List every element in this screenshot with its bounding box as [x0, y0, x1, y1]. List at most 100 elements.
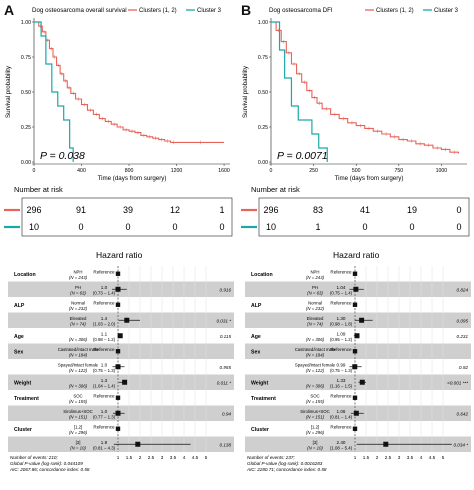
- risk-count: 10: [266, 222, 276, 232]
- forest-axis-tick-label: 4.5: [192, 455, 199, 460]
- forest-axis-tick-label: 3.5: [407, 455, 414, 460]
- forest-hr: Reference: [93, 300, 115, 305]
- forest-n: (N = 74): [307, 321, 323, 326]
- forest-level: PH: [312, 285, 318, 290]
- forest-hr-marker: [353, 410, 359, 416]
- forest-variable: Cluster: [251, 427, 269, 433]
- forest-level: Spayed/intact female: [58, 362, 99, 367]
- forest-pvalue: 0.231: [457, 334, 469, 339]
- forest-hr-marker: [383, 441, 389, 447]
- forest-hr: 1.0: [101, 362, 108, 367]
- forest-axis-tick-label: 3: [398, 455, 401, 460]
- forest-axis-tick-label: 2.5: [148, 455, 155, 460]
- forest-hr: 1.0: [101, 285, 108, 290]
- km-x-label: Time (days from surgery): [335, 175, 404, 182]
- km-y-tick-label: 0.50: [258, 90, 268, 96]
- forest-ci: (1.16 − 1.5): [330, 383, 353, 388]
- forest-n: (N = 155): [69, 399, 88, 404]
- forest-reference-marker: [115, 302, 121, 307]
- forest-level: SOC: [73, 393, 82, 398]
- forest-n: (N = 184): [69, 352, 88, 357]
- forest-pvalue: 0.642: [457, 411, 469, 416]
- forest-level: Normal: [308, 300, 322, 305]
- risk-count: 91: [76, 205, 86, 215]
- forest-ci: (0.73 − 1.4): [93, 290, 116, 295]
- km-x-tick-label: 750: [394, 168, 403, 174]
- risk-title: Number at risk: [251, 185, 300, 194]
- forest-axis-tick-label: 2: [139, 455, 142, 460]
- km-y-tick-label: 1.00: [21, 20, 31, 26]
- forest-reference-marker: [115, 271, 121, 276]
- forest-hr: Reference: [330, 424, 352, 429]
- forest-hr: 1.30: [337, 316, 346, 321]
- forest-level: Castrated/intact male: [295, 347, 336, 352]
- km-y-tick-label: 0.00: [21, 160, 31, 166]
- forest-row-band: [245, 343, 471, 359]
- forest-pvalue: <0.001 ***: [447, 380, 468, 385]
- forest-row-band: [245, 374, 471, 390]
- panel-b: B Dog osteosarcoma DFI Clusters (1, 2) Clu…: [237, 0, 474, 485]
- forest-reference-marker: [352, 271, 358, 276]
- forest-hr: 1.0: [101, 409, 108, 414]
- forest-pvalue: 0.095: [457, 318, 469, 323]
- km-x-tick-label: 1600: [218, 168, 230, 174]
- risk-count: 12: [170, 205, 180, 215]
- forest-hr-marker: [117, 333, 123, 339]
- km-curve: [34, 21, 74, 162]
- forest-ci: (0.81 − 4.3): [93, 445, 116, 450]
- forest-footnote: Number of events: 210;: [10, 455, 58, 460]
- forest-hr-marker: [124, 317, 130, 323]
- forest-variable: Age: [14, 334, 24, 340]
- forest-level: [1,2]: [74, 424, 82, 429]
- forest-pvalue: 0.115: [220, 334, 232, 339]
- forest-pvalue: 0.94: [222, 411, 231, 416]
- forest-hr: 1.06: [337, 409, 346, 414]
- forest-axis-tick-label: 4.5: [429, 455, 436, 460]
- forest-hr-marker: [353, 286, 359, 292]
- forest-pvalue: 0.138: [220, 442, 232, 447]
- km-x-tick-label: 250: [309, 168, 318, 174]
- forest-variable: Weight: [251, 380, 268, 386]
- forest-axis-tick-label: 1.5: [126, 455, 133, 460]
- km-pvalue: P = 0.0071: [277, 150, 328, 162]
- risk-count: 0: [125, 222, 130, 232]
- forest-pvalue: 0.034 *: [453, 442, 468, 447]
- legend-entry: Cluster 3: [197, 8, 222, 14]
- forest-reference-marker: [352, 426, 358, 431]
- forest-ci: (0.75 − 1.4): [330, 290, 353, 295]
- forest-n: (N = 10): [70, 445, 86, 450]
- km-x-tick-label: 1200: [171, 168, 183, 174]
- risk-count: 296: [263, 205, 278, 215]
- forest-axis-tick-label: 1: [117, 455, 120, 460]
- forest-n: (N = 63): [70, 290, 86, 295]
- km-curve: [271, 21, 328, 162]
- forest-n: (N = 232): [69, 306, 88, 311]
- forest-ci: (1.08 − 5.4): [330, 445, 353, 450]
- km-y-tick-label: 0.75: [258, 55, 268, 61]
- forest-footnote: Global P-value (log-rank): 0.0016283: [247, 461, 323, 466]
- risk-count: 39: [123, 205, 133, 215]
- forest-n: (N = 155): [306, 399, 325, 404]
- forest-hr: Reference: [330, 393, 352, 398]
- km-pvalue: P = 0.038: [40, 150, 85, 162]
- forest-variable: ALP: [14, 303, 25, 309]
- forest-n: (N = 184): [306, 352, 325, 357]
- forest-level: Sirolimus+SOC: [300, 409, 330, 414]
- risk-count: 0: [456, 205, 461, 215]
- forest-hr: Reference: [330, 300, 352, 305]
- panel-b-figure: Dog osteosarcoma DFI Clusters (1, 2) Clust…: [241, 7, 471, 472]
- forest-pvalue: 0.955: [220, 365, 232, 370]
- risk-table-box: [21, 197, 233, 237]
- km-y-tick-label: 0.25: [258, 125, 268, 131]
- km-y-tick-label: 0.00: [258, 160, 268, 166]
- forest-n: (N = 232): [306, 306, 325, 311]
- panel-a: A Dog osteosarcoma overall survival Clust…: [0, 0, 237, 485]
- forest-level: Elevated: [70, 316, 87, 321]
- forest-axis-tick-label: 3: [161, 455, 164, 460]
- forest-ci: (0.98 − 1.2): [93, 337, 116, 342]
- risk-count: 19: [407, 205, 417, 215]
- forest-pvalue: 0.916: [220, 287, 232, 292]
- forest-variable: Treatment: [251, 396, 276, 402]
- forest-n: (N = 151): [306, 414, 325, 419]
- forest-ci: (0.81 − 1.4): [330, 414, 353, 419]
